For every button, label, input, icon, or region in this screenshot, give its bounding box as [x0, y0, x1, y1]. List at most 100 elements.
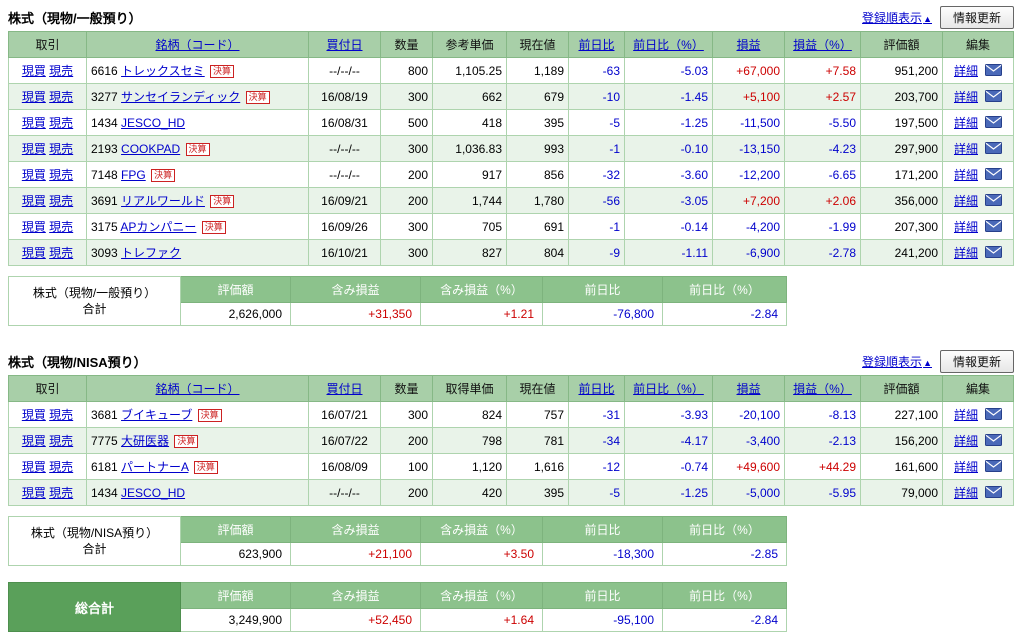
buy-link[interactable]: 現買 — [21, 434, 46, 448]
column-sort-link[interactable]: 前日比（%） — [633, 382, 704, 396]
column-header-6[interactable]: 前日比 — [568, 375, 625, 402]
current-price: 804 — [506, 239, 569, 266]
column-sort-link[interactable]: 損益（%） — [793, 38, 852, 52]
detail-link[interactable]: 詳細 — [953, 486, 978, 500]
mail-icon[interactable] — [985, 90, 1002, 105]
stock-name-link[interactable]: JESCO_HD — [121, 485, 186, 500]
mail-icon[interactable] — [985, 116, 1002, 131]
detail-link[interactable]: 詳細 — [953, 168, 978, 182]
buy-link[interactable]: 現買 — [21, 220, 46, 234]
detail-link[interactable]: 詳細 — [953, 64, 978, 78]
sell-link[interactable]: 現売 — [49, 486, 74, 500]
sell-link[interactable]: 現売 — [49, 246, 74, 260]
detail-link[interactable]: 詳細 — [953, 90, 978, 104]
mail-icon[interactable] — [985, 142, 1002, 157]
stock-name-link[interactable]: JESCO_HD — [121, 115, 186, 130]
buy-link[interactable]: 現買 — [21, 460, 46, 474]
sort-order-link[interactable]: 登録順表示▲ — [862, 353, 932, 370]
mail-icon[interactable] — [985, 220, 1002, 235]
column-header-2[interactable]: 買付日 — [308, 31, 381, 58]
detail-link[interactable]: 詳細 — [953, 434, 978, 448]
column-sort-link[interactable]: 銘柄（コード） — [155, 38, 240, 52]
stock-name-link[interactable]: トレファク — [121, 246, 182, 260]
summary-day-change: -76,800 — [542, 302, 663, 326]
sell-link[interactable]: 現売 — [49, 168, 74, 182]
sell-link[interactable]: 現売 — [49, 408, 74, 422]
stock-name-link[interactable]: FPG — [121, 167, 146, 182]
column-header-8[interactable]: 損益 — [712, 31, 785, 58]
column-sort-link[interactable]: 損益 — [736, 382, 761, 396]
edit-cell: 詳細 — [942, 453, 1014, 480]
sell-link[interactable]: 現売 — [49, 116, 74, 130]
day-change: -5 — [568, 109, 625, 136]
column-header-9[interactable]: 損益（%） — [784, 375, 861, 402]
unit-price: 824 — [432, 401, 507, 428]
stock-name-link[interactable]: APカンパニー — [120, 220, 197, 234]
detail-link[interactable]: 詳細 — [953, 194, 978, 208]
column-header-2[interactable]: 買付日 — [308, 375, 381, 402]
current-price: 691 — [506, 213, 569, 240]
column-sort-link[interactable]: 損益（%） — [793, 382, 852, 396]
column-header-7[interactable]: 前日比（%） — [624, 31, 713, 58]
sell-link[interactable]: 現売 — [49, 90, 74, 104]
stock-name-link[interactable]: COOKPAD — [121, 141, 181, 156]
column-header-8[interactable]: 損益 — [712, 375, 785, 402]
detail-link[interactable]: 詳細 — [953, 220, 978, 234]
column-sort-link[interactable]: 前日比 — [578, 382, 615, 396]
detail-link[interactable]: 詳細 — [953, 116, 978, 130]
column-header-6[interactable]: 前日比 — [568, 31, 625, 58]
column-sort-link[interactable]: 損益 — [736, 38, 761, 52]
sell-link[interactable]: 現売 — [49, 460, 74, 474]
sort-order-link[interactable]: 登録順表示▲ — [862, 9, 932, 26]
column-sort-link[interactable]: 買付日 — [326, 382, 363, 396]
buy-link[interactable]: 現買 — [21, 116, 46, 130]
sell-link[interactable]: 現売 — [49, 142, 74, 156]
column-sort-link[interactable]: 前日比（%） — [633, 38, 704, 52]
buy-link[interactable]: 現買 — [21, 90, 46, 104]
sell-link[interactable]: 現売 — [49, 64, 74, 78]
buy-link[interactable]: 現買 — [21, 168, 46, 182]
column-header-1[interactable]: 銘柄（コード） — [86, 31, 309, 58]
sell-link[interactable]: 現売 — [49, 220, 74, 234]
mail-icon[interactable] — [985, 460, 1002, 475]
stock-name-link[interactable]: パートナーA — [121, 460, 189, 474]
detail-link[interactable]: 詳細 — [953, 246, 978, 260]
buy-link[interactable]: 現買 — [21, 246, 46, 260]
mail-icon[interactable] — [985, 246, 1002, 261]
buy-link[interactable]: 現買 — [21, 194, 46, 208]
stock-name-link[interactable]: ブイキューブ — [121, 408, 193, 422]
column-header-7[interactable]: 前日比（%） — [624, 375, 713, 402]
column-header-3: 数量 — [380, 31, 433, 58]
column-sort-link[interactable]: 買付日 — [326, 38, 363, 52]
stock-name-link[interactable]: トレックスセミ — [121, 64, 205, 78]
mail-icon[interactable] — [985, 194, 1002, 209]
detail-link[interactable]: 詳細 — [953, 408, 978, 422]
quantity: 800 — [380, 57, 433, 84]
column-header-9[interactable]: 損益（%） — [784, 31, 861, 58]
refresh-button[interactable]: 情報更新 — [939, 5, 1014, 29]
mail-icon[interactable] — [985, 486, 1002, 501]
buy-link[interactable]: 現買 — [21, 486, 46, 500]
mail-icon[interactable] — [985, 408, 1002, 423]
summary-table-general: 株式（現物/一般預り） 合計 評価額 含み損益 含み損益（%） 前日比 前日比（… — [8, 276, 787, 326]
refresh-button[interactable]: 情報更新 — [939, 349, 1014, 373]
sell-link[interactable]: 現売 — [49, 194, 74, 208]
column-header-1[interactable]: 銘柄（コード） — [86, 375, 309, 402]
mail-icon[interactable] — [985, 64, 1002, 79]
sell-link[interactable]: 現売 — [49, 434, 74, 448]
detail-link[interactable]: 詳細 — [953, 460, 978, 474]
edit-cell: 詳細 — [942, 479, 1014, 506]
mail-icon[interactable] — [985, 168, 1002, 183]
detail-link[interactable]: 詳細 — [953, 142, 978, 156]
buy-link[interactable]: 現買 — [21, 64, 46, 78]
unit-price: 418 — [432, 109, 507, 136]
stock-name-link[interactable]: リアルワールド — [121, 194, 205, 208]
stock-name-link[interactable]: サンセイランディック — [121, 90, 241, 104]
profit-loss-pct: +44.29 — [784, 453, 861, 480]
buy-link[interactable]: 現買 — [21, 408, 46, 422]
mail-icon[interactable] — [985, 434, 1002, 449]
column-sort-link[interactable]: 前日比 — [578, 38, 615, 52]
buy-link[interactable]: 現買 — [21, 142, 46, 156]
stock-name-link[interactable]: 大研医器 — [121, 434, 170, 448]
column-sort-link[interactable]: 銘柄（コード） — [155, 382, 240, 396]
